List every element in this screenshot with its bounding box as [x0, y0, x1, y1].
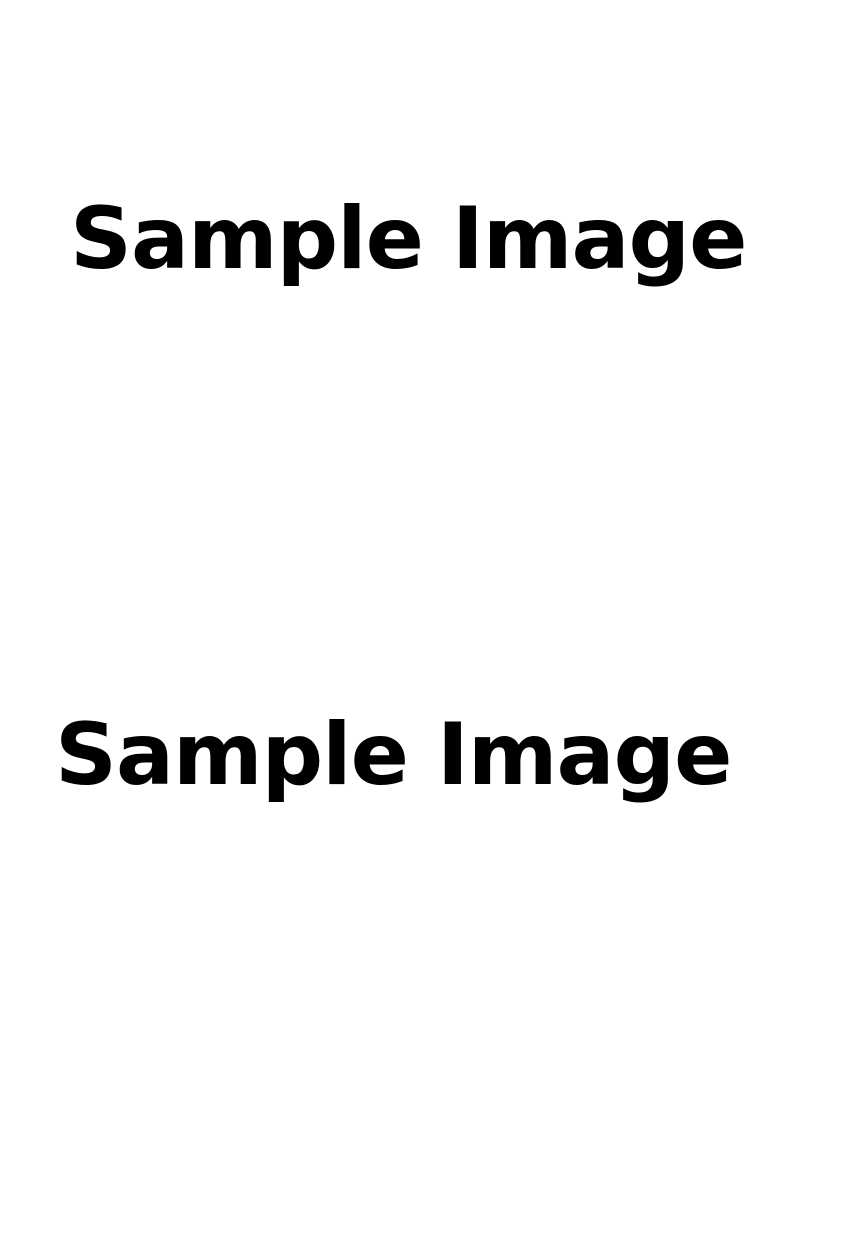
sample-image-text-bottom: Sample Image	[55, 705, 732, 805]
sample-image-text-top: Sample Image	[70, 189, 747, 289]
